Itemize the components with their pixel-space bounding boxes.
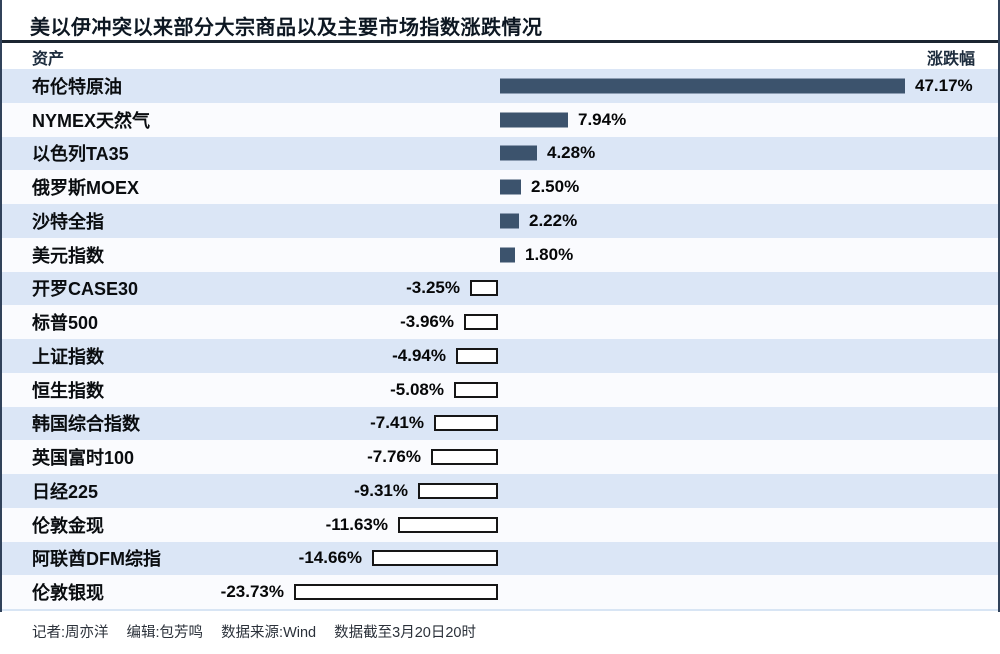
bar-positive xyxy=(500,145,537,161)
chart-rows: 布伦特原油 47.17% NYMEX天然气 7.94% 以色列TA35 4.28% 俄罗斯M… xyxy=(0,69,1000,609)
footer-editor: 编辑:包芳鸣 xyxy=(126,625,204,641)
bar-positive xyxy=(500,78,905,94)
bar-positive xyxy=(500,112,568,128)
footer: 记者:周亦洋 编辑:包芳鸣 数据来源:Wind 数据截至3月20日20时 xyxy=(0,609,1000,651)
chart-row: 韩国综合指数 -7.41% xyxy=(0,406,1000,441)
value-label: -3.96% xyxy=(400,312,454,332)
column-header-change: 涨跌幅 xyxy=(926,51,975,68)
value-label: -4.94% xyxy=(392,345,446,365)
chart-row: 伦敦金现 -11.63% xyxy=(0,507,1000,542)
asset-label: 阿联酋DFM综指 xyxy=(32,549,161,570)
right-frame-line xyxy=(998,0,1000,612)
chart-row: 布伦特原油 47.17% xyxy=(0,69,1000,103)
bar-negative xyxy=(398,516,498,533)
value-label: -3.25% xyxy=(406,278,460,298)
asset-label: 俄罗斯MOEX xyxy=(32,178,140,199)
bar-negative xyxy=(294,584,498,601)
chart-row: 阿联酋DFM综指 -14.66% xyxy=(0,541,1000,576)
value-label: 47.17% xyxy=(915,75,973,95)
footer-credits: 记者:周亦洋 编辑:包芳鸣 数据来源:Wind 数据截至3月20日20时 xyxy=(32,621,494,642)
page-title: 美以伊冲突以来部分大宗商品以及主要市场指数涨跌情况 xyxy=(30,17,543,39)
left-frame-line xyxy=(0,0,2,612)
value-label: 2.22% xyxy=(529,210,578,230)
asset-label: 以色列TA35 xyxy=(32,144,129,165)
chart-row: 伦敦银现 -23.73% xyxy=(0,575,1000,609)
asset-label: 标普500 xyxy=(32,313,99,334)
asset-label: 日经225 xyxy=(32,481,99,502)
value-label: -9.31% xyxy=(354,480,408,500)
value-label: -11.63% xyxy=(325,514,388,534)
chart-row: 沙特全指 2.22% xyxy=(0,204,1000,238)
footer-cutoff: 数据截至3月20日20时 xyxy=(334,625,476,641)
asset-label: 沙特全指 xyxy=(32,211,104,232)
value-label: -23.73% xyxy=(220,582,284,602)
bar-positive xyxy=(500,179,521,195)
asset-label: 伦敦银现 xyxy=(32,583,104,604)
footer-source: 数据来源:Wind xyxy=(221,625,317,641)
bar-negative xyxy=(456,347,498,364)
value-label: 2.50% xyxy=(531,177,580,197)
chart-row: NYMEX天然气 7.94% xyxy=(0,102,1000,137)
value-label: 1.80% xyxy=(525,244,574,264)
asset-label: NYMEX天然气 xyxy=(32,110,151,131)
chart-row: 标普500 -3.96% xyxy=(0,305,1000,339)
asset-label: 上证指数 xyxy=(32,346,104,367)
bar-negative xyxy=(470,280,498,297)
asset-label: 布伦特原油 xyxy=(32,76,122,97)
chart-row: 开罗CASE30 -3.25% xyxy=(0,271,1000,306)
value-label: -7.41% xyxy=(370,413,424,433)
asset-label: 韩国综合指数 xyxy=(32,414,140,435)
value-label: -5.08% xyxy=(390,379,444,399)
bar-negative xyxy=(454,381,498,398)
asset-label: 美元指数 xyxy=(32,245,104,266)
bar-negative xyxy=(431,449,498,466)
chart-row: 上证指数 -4.94% xyxy=(0,339,1000,373)
chart-row: 以色列TA35 4.28% xyxy=(0,136,1000,171)
bar-positive xyxy=(500,213,519,229)
bar-negative xyxy=(418,482,498,499)
asset-label: 英国富时100 xyxy=(32,448,135,469)
bar-negative xyxy=(464,314,498,331)
bar-negative xyxy=(434,415,498,432)
title-underline xyxy=(0,40,1000,43)
chart-row: 英国富时100 -7.76% xyxy=(0,440,1000,474)
asset-label: 恒生指数 xyxy=(32,380,104,401)
chart-row: 美元指数 1.80% xyxy=(0,237,1000,272)
value-label: 4.28% xyxy=(547,143,596,163)
chart-row: 日经225 -9.31% xyxy=(0,474,1000,508)
asset-label: 开罗CASE30 xyxy=(32,279,139,300)
column-header-asset: 资产 xyxy=(32,51,65,68)
footer-reporter: 记者:周亦洋 xyxy=(32,625,109,641)
chart-row: 恒生指数 -5.08% xyxy=(0,372,1000,407)
value-label: 7.94% xyxy=(578,109,627,129)
bar-positive xyxy=(500,247,515,263)
column-header-row: 资产 涨跌幅 xyxy=(0,40,1000,69)
title-block: 美以伊冲突以来部分大宗商品以及主要市场指数涨跌情况 xyxy=(0,0,1000,43)
value-label: -7.76% xyxy=(367,447,421,467)
chart-row: 俄罗斯MOEX 2.50% xyxy=(0,170,1000,204)
asset-label: 伦敦金现 xyxy=(32,515,104,536)
value-label: -14.66% xyxy=(298,548,362,568)
bar-negative xyxy=(372,550,498,567)
